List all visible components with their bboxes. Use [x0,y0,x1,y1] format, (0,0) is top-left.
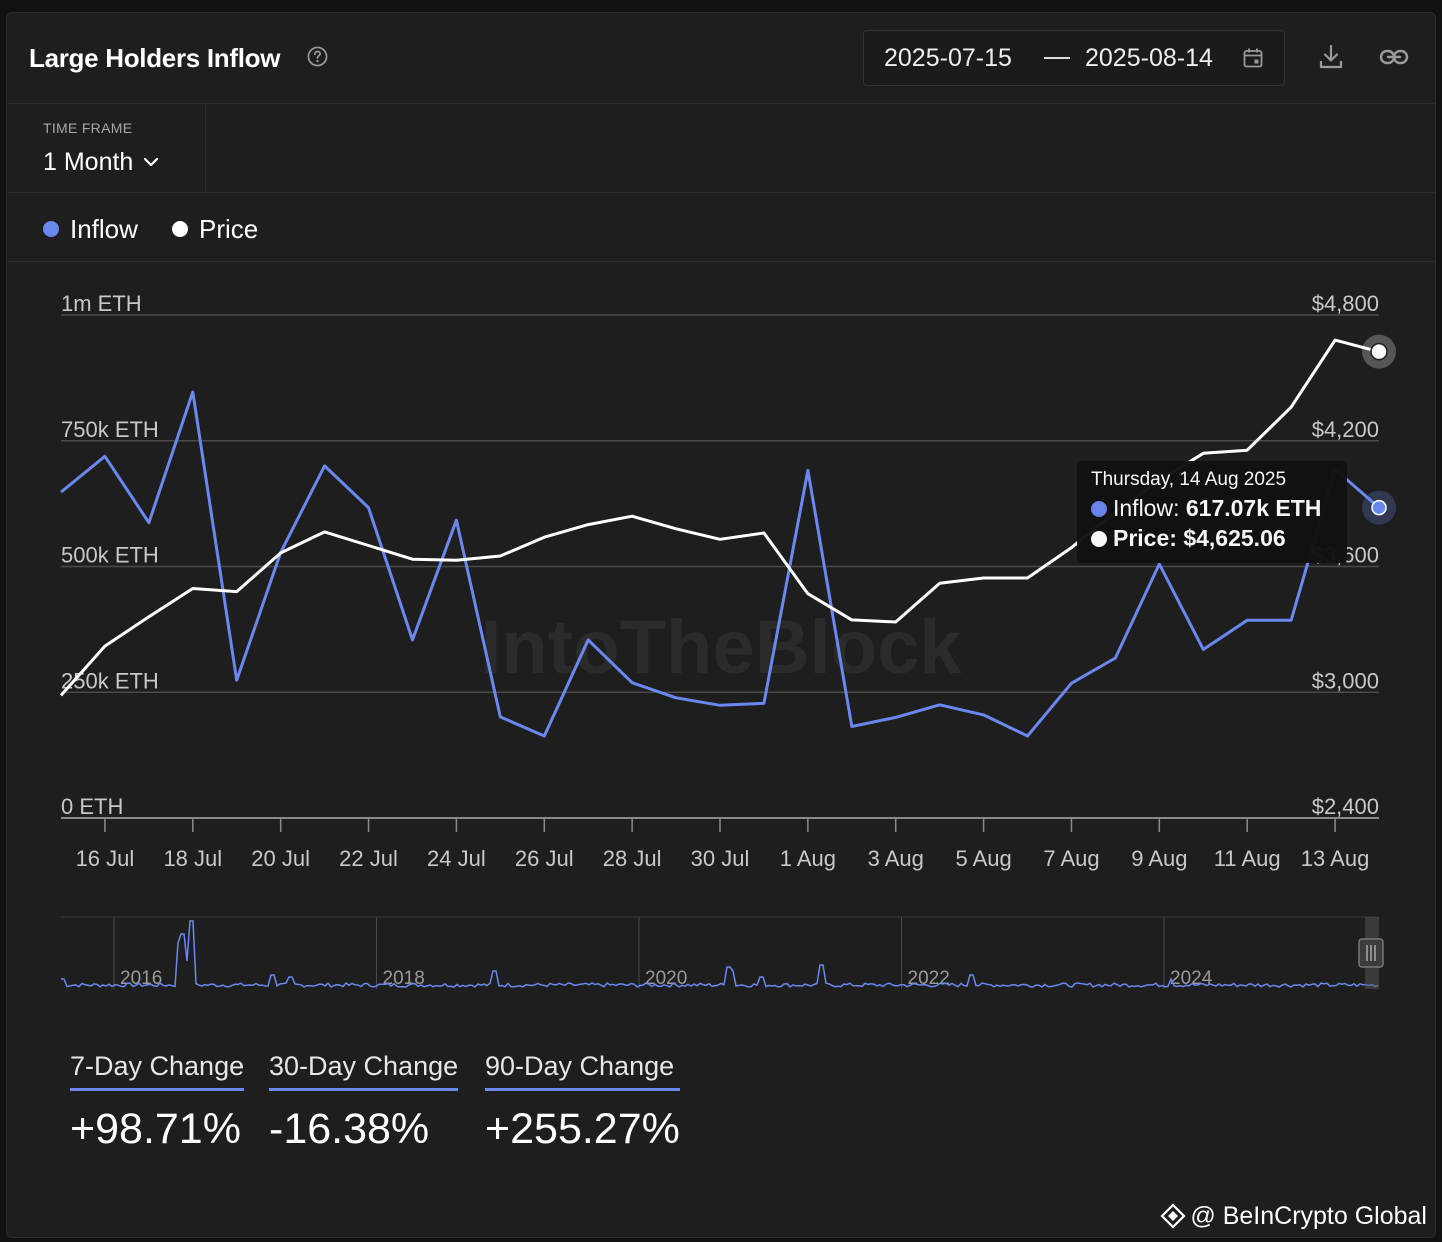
y-left-tick-label: 0 ETH [61,794,123,819]
download-icon[interactable] [1317,43,1345,71]
change-label[interactable]: 90-Day Change [485,1051,680,1091]
change-value: +98.71% [70,1105,241,1153]
x-tick-label: 28 Jul [603,846,662,871]
chart-card: Large Holders Inflow 2025-07-15 2025-08-… [6,12,1436,1238]
x-tick-label: 9 Aug [1131,846,1187,871]
navigator-year-label: 2020 [645,968,687,989]
x-tick-label: 22 Jul [339,846,398,871]
link-icon[interactable] [1379,43,1409,71]
y-right-tick-label: $3,000 [1312,668,1379,693]
legend-dot-price [172,221,188,237]
tooltip-price-dot [1091,531,1107,547]
change-label[interactable]: 7-Day Change [70,1051,245,1091]
x-tick-label: 16 Jul [76,846,135,871]
main-chart[interactable]: IntoTheBlock 0 ETH $2,400 250k ETH $3,000 500… [7,263,1435,903]
change-value: -16.38% [269,1105,430,1153]
legend-dot-inflow [43,221,59,237]
inflow-point [1371,499,1387,516]
x-tick-label: 26 Jul [515,846,574,871]
card-header: Large Holders Inflow 2025-07-15 2025-08-… [7,13,1435,104]
watermark-text: @ BeInCrypto Global [1190,1202,1427,1230]
x-tick-label: 5 Aug [955,846,1011,871]
divider [7,192,1435,193]
date-separator [1044,57,1070,59]
tooltip-date: Thursday, 14 Aug 2025 [1091,469,1287,490]
legend-label-inflow: Inflow [70,214,138,244]
x-tick-label: 3 Aug [868,846,924,871]
date-range-picker[interactable]: 2025-07-15 2025-08-14 [863,30,1285,86]
tooltip-price-label: Price: [1113,525,1177,551]
x-tick-label: 30 Jul [691,846,750,871]
change-90-day[interactable]: 90-Day Change +255.27% [485,1051,680,1154]
change-30-day[interactable]: 30-Day Change -16.38% [269,1051,459,1154]
y-left-tick-label: 500k ETH [61,543,159,568]
y-right-tick-label: $2,400 [1312,794,1379,819]
chart-watermark-text: IntoTheBlock [480,605,962,690]
y-left-tick-label: 1m ETH [61,291,142,316]
tooltip-inflow-row: Inflow: 617.07k ETH [1091,495,1321,522]
date-from[interactable]: 2025-07-15 [884,44,1012,72]
x-tick-label: 13 Aug [1301,846,1370,871]
tooltip-inflow-label: Inflow: [1113,495,1180,521]
tooltip-price-row: Price: $4,625.06 [1091,525,1286,552]
change-7-day[interactable]: 7-Day Change +98.71% [70,1051,245,1154]
timeframe-dropdown[interactable]: TIME FRAME 1 Month [7,104,206,192]
price-point [1370,342,1388,361]
tooltip-price-value: $4,625.06 [1183,525,1286,551]
chevron-down-icon[interactable] [143,156,159,168]
tooltip-inflow-dot [1091,501,1107,517]
x-tick-label: 7 Aug [1043,846,1099,871]
y-right-tick-label: $4,200 [1312,417,1379,442]
beincrypto-logo-icon [1160,1203,1186,1229]
divider [7,261,1435,262]
x-tick-label: 24 Jul [427,846,486,871]
change-label[interactable]: 30-Day Change [269,1051,459,1091]
navigator-chart[interactable]: 2016 2018 2020 2022 2024 [7,913,1435,1003]
date-to[interactable]: 2025-08-14 [1085,44,1213,72]
chart-tooltip: Thursday, 14 Aug 2025 Inflow: 617.07k ET… [1077,461,1347,563]
tooltip-inflow-value: 617.07k ETH [1185,495,1322,521]
x-tick-label: 1 Aug [780,846,836,871]
y-right-tick-label: $4,800 [1312,291,1379,316]
navigator-series-line [61,920,1379,988]
y-left-tick-label: 250k ETH [61,668,159,693]
chart-title: Large Holders Inflow [29,43,281,73]
calendar-icon[interactable] [1242,47,1264,69]
y-left-tick-label: 750k ETH [61,417,159,442]
x-tick-label: 18 Jul [163,846,222,871]
timeframe-value[interactable]: 1 Month [43,148,134,176]
timeframe-label: TIME FRAME [43,120,133,136]
watermark: @ BeInCrypto Global [1160,1202,1427,1231]
change-value: +255.27% [485,1105,680,1153]
help-icon[interactable] [307,46,328,67]
x-tick-label: 11 Aug [1214,846,1281,871]
legend-label-price: Price [199,214,259,244]
x-tick-label: 20 Jul [251,846,310,871]
